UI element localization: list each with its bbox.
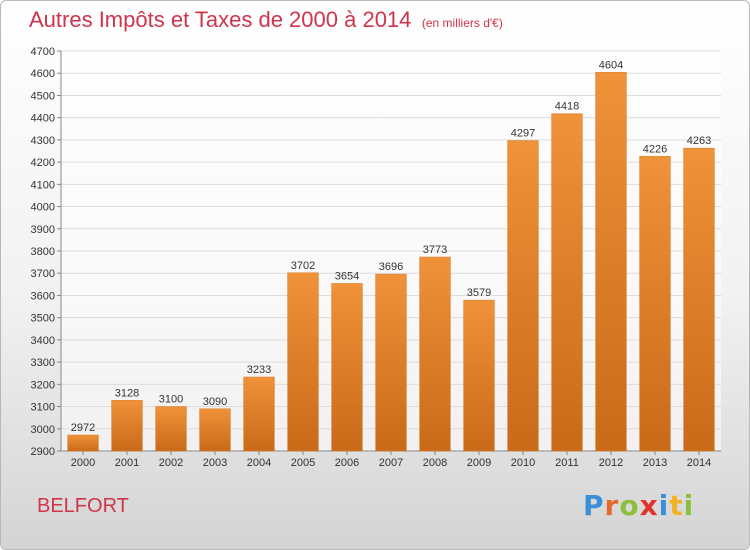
bar	[595, 72, 627, 452]
x-tick-label: 2003	[203, 457, 227, 469]
logo-letter: t	[669, 489, 684, 522]
y-tick-label: 3700	[31, 268, 55, 280]
bar	[67, 434, 99, 452]
data-label: 2972	[71, 422, 95, 434]
y-tick-label: 4300	[31, 135, 55, 147]
x-tick-label: 2010	[511, 457, 535, 469]
y-tick-label: 4100	[31, 179, 55, 191]
y-tick-label: 3500	[31, 313, 55, 325]
x-tick-label: 2013	[643, 457, 667, 469]
x-tick-label: 2008	[423, 457, 447, 469]
bar	[199, 408, 231, 452]
bar	[639, 156, 671, 452]
y-tick-label: 3600	[31, 290, 55, 302]
x-tick-label: 2001	[115, 457, 139, 469]
data-label: 4263	[687, 135, 711, 147]
x-tick-label: 2000	[71, 457, 95, 469]
data-label: 4297	[511, 128, 535, 140]
y-tick-label: 3300	[31, 357, 55, 369]
bar	[375, 273, 407, 452]
data-label: 3696	[379, 261, 403, 273]
logo-letter: r	[604, 489, 620, 522]
y-tick-label: 3800	[31, 246, 55, 258]
chart-subtitle: (en milliers d'€)	[421, 16, 503, 30]
bar	[155, 406, 187, 452]
x-tick-label: 2002	[159, 457, 183, 469]
x-tick-label: 2005	[291, 457, 315, 469]
logo-letter: P	[583, 489, 605, 522]
y-tick-label: 2900	[31, 446, 55, 458]
city-name: BELFORT	[37, 495, 129, 517]
y-tick-label: 4600	[31, 68, 55, 80]
data-label: 4604	[599, 59, 623, 71]
data-label: 3773	[423, 244, 447, 256]
x-tick-label: 2012	[599, 457, 623, 469]
chart-header: Autres Impôts et Taxes de 2000 à 2014 (e…	[29, 7, 503, 33]
y-tick-label: 4200	[31, 157, 55, 169]
chart-title: Autres Impôts et Taxes de 2000 à 2014	[29, 7, 412, 32]
data-label: 4418	[555, 101, 579, 113]
data-label: 3128	[115, 387, 139, 399]
y-tick-label: 3000	[31, 424, 55, 436]
y-tick-label: 3400	[31, 335, 55, 347]
logo-letter: i	[683, 489, 695, 522]
logo-letter: i	[658, 489, 670, 522]
y-tick-label: 3200	[31, 379, 55, 391]
data-label: 3100	[159, 394, 183, 406]
x-tick-label: 2014	[687, 457, 711, 469]
data-label: 3579	[467, 287, 491, 299]
x-tick-label: 2007	[379, 457, 403, 469]
logo-letter: o	[619, 489, 640, 522]
proxiti-logo: Proxiti	[583, 489, 694, 522]
bar	[507, 140, 539, 452]
bar	[287, 272, 319, 452]
data-label: 3654	[335, 270, 359, 282]
data-label: 3702	[291, 260, 315, 272]
logo-letter: x	[639, 489, 659, 522]
y-tick-label: 4700	[31, 46, 55, 58]
bar	[683, 147, 715, 452]
x-tick-label: 2009	[467, 457, 491, 469]
data-label: 3090	[203, 396, 227, 408]
data-label: 3233	[247, 364, 271, 376]
x-tick-label: 2004	[247, 457, 271, 469]
bar	[463, 299, 495, 452]
bar	[419, 256, 451, 452]
y-tick-label: 3100	[31, 402, 55, 414]
y-tick-label: 4500	[31, 90, 55, 102]
bar	[243, 376, 275, 452]
x-tick-label: 2011	[555, 457, 579, 469]
bar	[111, 400, 143, 452]
data-label: 4226	[643, 143, 667, 155]
bar	[551, 113, 583, 452]
bar	[331, 283, 363, 452]
x-tick-label: 2006	[335, 457, 359, 469]
y-tick-label: 4400	[31, 113, 55, 125]
y-tick-label: 4000	[31, 202, 55, 214]
y-tick-label: 3900	[31, 224, 55, 236]
